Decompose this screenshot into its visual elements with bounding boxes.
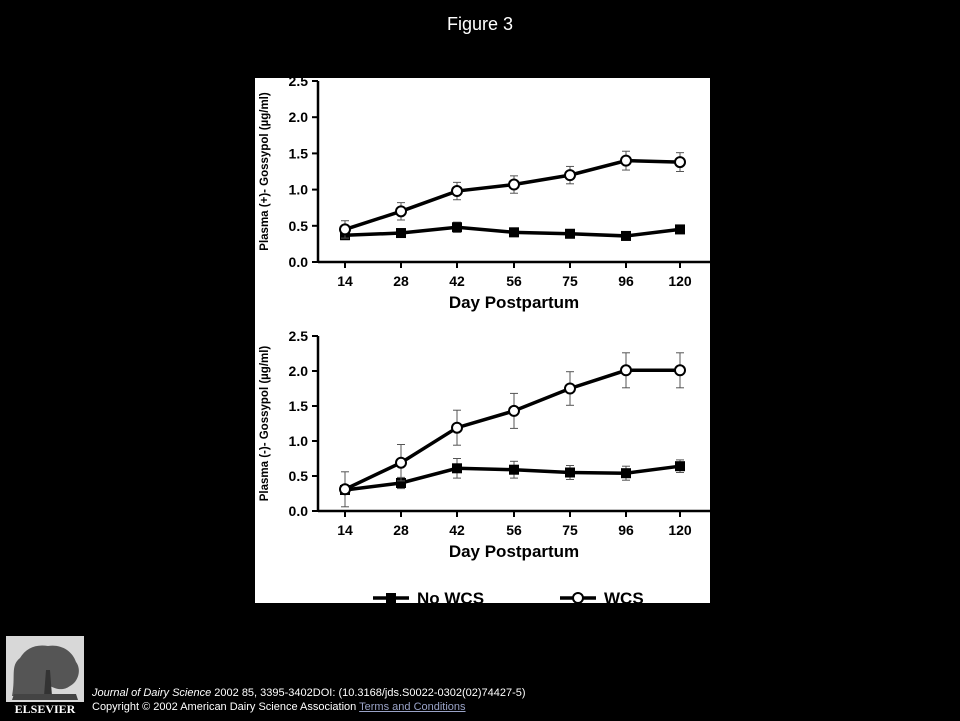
panel-1-x-tick-label: 42 [449, 273, 465, 289]
panel-1-x-tick-label: 56 [506, 273, 522, 289]
panel-2-series-wcs-point [451, 421, 463, 434]
figure-title: Figure 3 [446, 14, 514, 34]
panel-1-series-wcs-point [620, 154, 632, 167]
panel-1-series-wcs-point [395, 205, 407, 218]
panel-2-y-tick-label: 0.5 [289, 468, 309, 484]
panel-1-x-tick-label: 75 [562, 273, 578, 289]
legend-label: No WCS [417, 589, 484, 603]
legend-marker-open-circle [572, 592, 584, 603]
panel-2-y-tick-label: 1.5 [289, 398, 309, 414]
panel-1-group: 0.0 0.5 1.0 1.5 2.0 2.5 14 28 42 56 75 96 120 Day Pos… [259, 78, 710, 312]
panel-2-series-no-wcs-point [396, 478, 406, 488]
panel-1-series-no-wcs-point [452, 222, 462, 233]
panel-2-x-tick-label: 56 [506, 522, 522, 538]
panel-1-series-no-wcs-point [565, 228, 575, 239]
panel-1-y-tick-label: 1.0 [289, 182, 309, 198]
panel-1-series-wcs-point [564, 169, 576, 182]
panel-1-series-wcs-point [674, 156, 686, 169]
panel-2-x-tick-label: 42 [449, 522, 465, 538]
journal-name: Journal of Dairy Science [92, 687, 212, 699]
panel-2-series-wcs-point [620, 364, 632, 377]
panel-2-series-wcs-point [339, 483, 351, 496]
panel-1-x-tick-label: 14 [337, 273, 353, 289]
panel-2-y-axis-label: Plasma (-)- Gossypol (µg/ml) [259, 346, 271, 502]
panel-1-x-tick-label: 96 [618, 273, 634, 289]
panel-2-series-no-wcs-point [565, 467, 575, 478]
panel-2-series-no-wcs-point [509, 464, 519, 475]
panel-1-series-no-wcs-point [621, 230, 631, 241]
panel-1-series-no-wcs-point [675, 224, 685, 235]
panel-1-series-no-wcs-point [509, 227, 519, 238]
citation-line-1: Journal of Dairy Science 2002 85, 3395-3… [92, 686, 526, 700]
panel-1-series-wcs-point [508, 178, 520, 191]
panel-2-series-wcs-point [564, 382, 576, 395]
panel-2-y-tick-label: 2.5 [289, 328, 309, 344]
logo-wordmark: ELSEVIER [15, 702, 76, 716]
panel-2-series-no-wcs-point [675, 461, 685, 472]
citation-details: 2002 85, 3395-3402DOI: (10.3168/jds.S002… [211, 687, 526, 699]
panel-1-y-tick-label: 0.0 [289, 254, 309, 270]
citation: Journal of Dairy Science 2002 85, 3395-3… [92, 686, 526, 714]
copyright-text: Copyright © 2002 American Dairy Science … [92, 701, 360, 713]
panel-2-series-no-wcs-point [621, 468, 631, 479]
panel-2-series-wcs-point [395, 456, 407, 469]
panel-1-x-tick-label: 28 [393, 273, 409, 289]
panel-2-x-tick-label: 14 [337, 522, 353, 538]
figure-panel: 0.0 0.5 1.0 1.5 2.0 2.5 14 28 42 56 75 96 120 Day Pos… [255, 78, 710, 603]
panel-2-x-tick-label: 120 [668, 522, 692, 538]
panel-2-series-wcs-point [508, 404, 520, 417]
panel-1-series-no-wcs-point [396, 228, 406, 239]
panel-2-x-tick-label: 28 [393, 522, 409, 538]
panel-2-series-no-wcs-point [452, 463, 462, 474]
panel-1-series-wcs-line [344, 158, 681, 232]
panel-1-y-axis-label: Plasma (+)- Gossypol (µg/ml) [259, 92, 271, 251]
panel-2-x-axis-label: Day Postpartum [449, 542, 579, 561]
citation-line-2: Copyright © 2002 American Dairy Science … [92, 700, 526, 714]
panel-1-y-tick-label: 1.5 [289, 145, 309, 161]
chart-canvas: 0.0 0.5 1.0 1.5 2.0 2.5 14 28 42 56 75 96 120 Day Pos… [259, 78, 710, 603]
legend: No WCS WCS [373, 589, 644, 603]
legend-marker-filled-square [386, 593, 396, 603]
panel-1-y-tick-label: 0.5 [289, 218, 309, 234]
panel-1-y-tick-label: 2.5 [289, 78, 309, 89]
panel-2-series-wcs-point [674, 364, 686, 377]
legend-label: WCS [604, 589, 644, 603]
panel-2-y-tick-label: 2.0 [289, 363, 309, 379]
elsevier-logo: ELSEVIER [6, 636, 84, 716]
elsevier-tree-icon: ELSEVIER [6, 636, 84, 716]
panel-1-series-wcs-point [451, 185, 463, 198]
terms-link[interactable]: Terms and Conditions [359, 701, 466, 713]
panel-1-x-tick-label: 120 [668, 273, 692, 289]
panel-2-y-tick-label: 0.0 [289, 503, 309, 519]
panel-2-y-tick-label: 1.0 [289, 433, 309, 449]
panel-2-x-tick-label: 96 [618, 522, 634, 538]
panel-2-x-tick-label: 75 [562, 522, 578, 538]
panel-1-x-axis-label: Day Postpartum [449, 293, 579, 312]
panel-1-series-wcs-point [339, 223, 351, 236]
panel-2-group: 0.0 0.5 1.0 1.5 2.0 2.5 14 28 42 56 75 96 120 Day Pos… [259, 328, 710, 561]
panel-1-y-tick-label: 2.0 [289, 109, 309, 125]
